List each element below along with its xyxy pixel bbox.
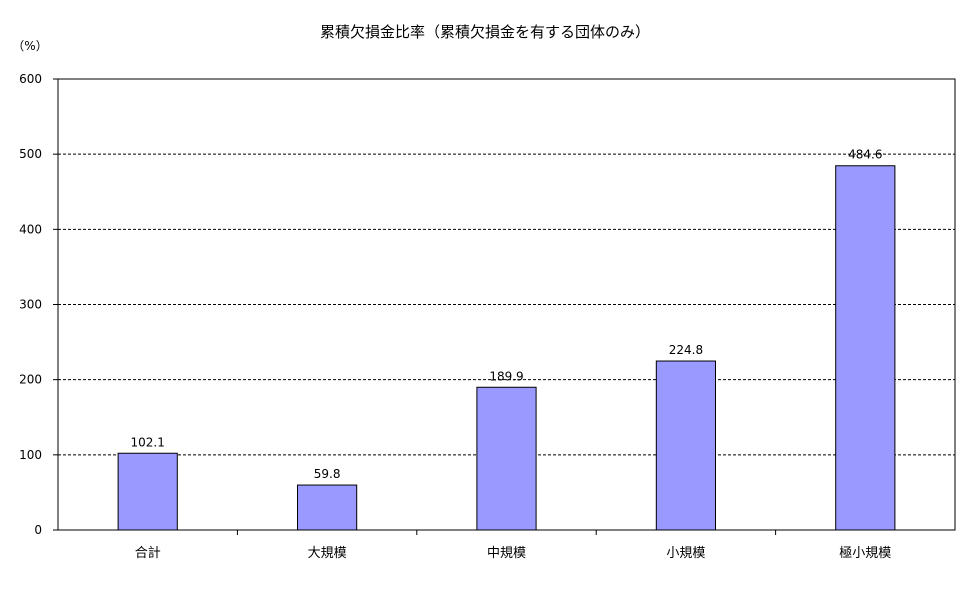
- y-tick-label: 0: [34, 523, 42, 537]
- bar-value-label: 224.8: [669, 343, 703, 357]
- y-tick-label: 500: [19, 147, 42, 161]
- y-axis-unit-label: （%）: [12, 39, 47, 53]
- bar: [835, 165, 896, 531]
- bar: [476, 386, 537, 531]
- gridlines: [58, 153, 955, 456]
- bar-value-label: 59.8: [314, 467, 341, 481]
- chart-title: 累積欠損金比率（累積欠損金を有する団体のみ）: [320, 23, 650, 41]
- y-tick-label: 400: [19, 222, 42, 236]
- bar-value-label: 189.9: [489, 369, 523, 383]
- bar-value-label: 102.1: [131, 435, 165, 449]
- bar: [117, 452, 178, 531]
- bar-value-label: 484.6: [848, 148, 882, 162]
- y-tick-label: 300: [19, 298, 42, 312]
- y-tick-label: 600: [19, 72, 42, 86]
- x-category-label: 中規模: [487, 546, 526, 561]
- x-category-label: 極小規模: [839, 545, 891, 561]
- bar: [655, 360, 717, 531]
- y-tick-label: 200: [19, 373, 42, 387]
- y-tick-label: 100: [19, 448, 42, 462]
- x-axis-ticks: 合計 大規模 中規模 小規模 極小規模: [135, 530, 891, 561]
- x-category-label: 合計: [135, 545, 161, 561]
- bars: 102.1 59.8 189.9 224.8 484.6: [117, 148, 896, 531]
- x-category-label: 大規模: [308, 546, 347, 561]
- y-axis-ticks: 0 100 200 300 400 500 600: [19, 72, 58, 537]
- bar: [296, 484, 358, 531]
- x-category-label: 小規模: [666, 546, 705, 561]
